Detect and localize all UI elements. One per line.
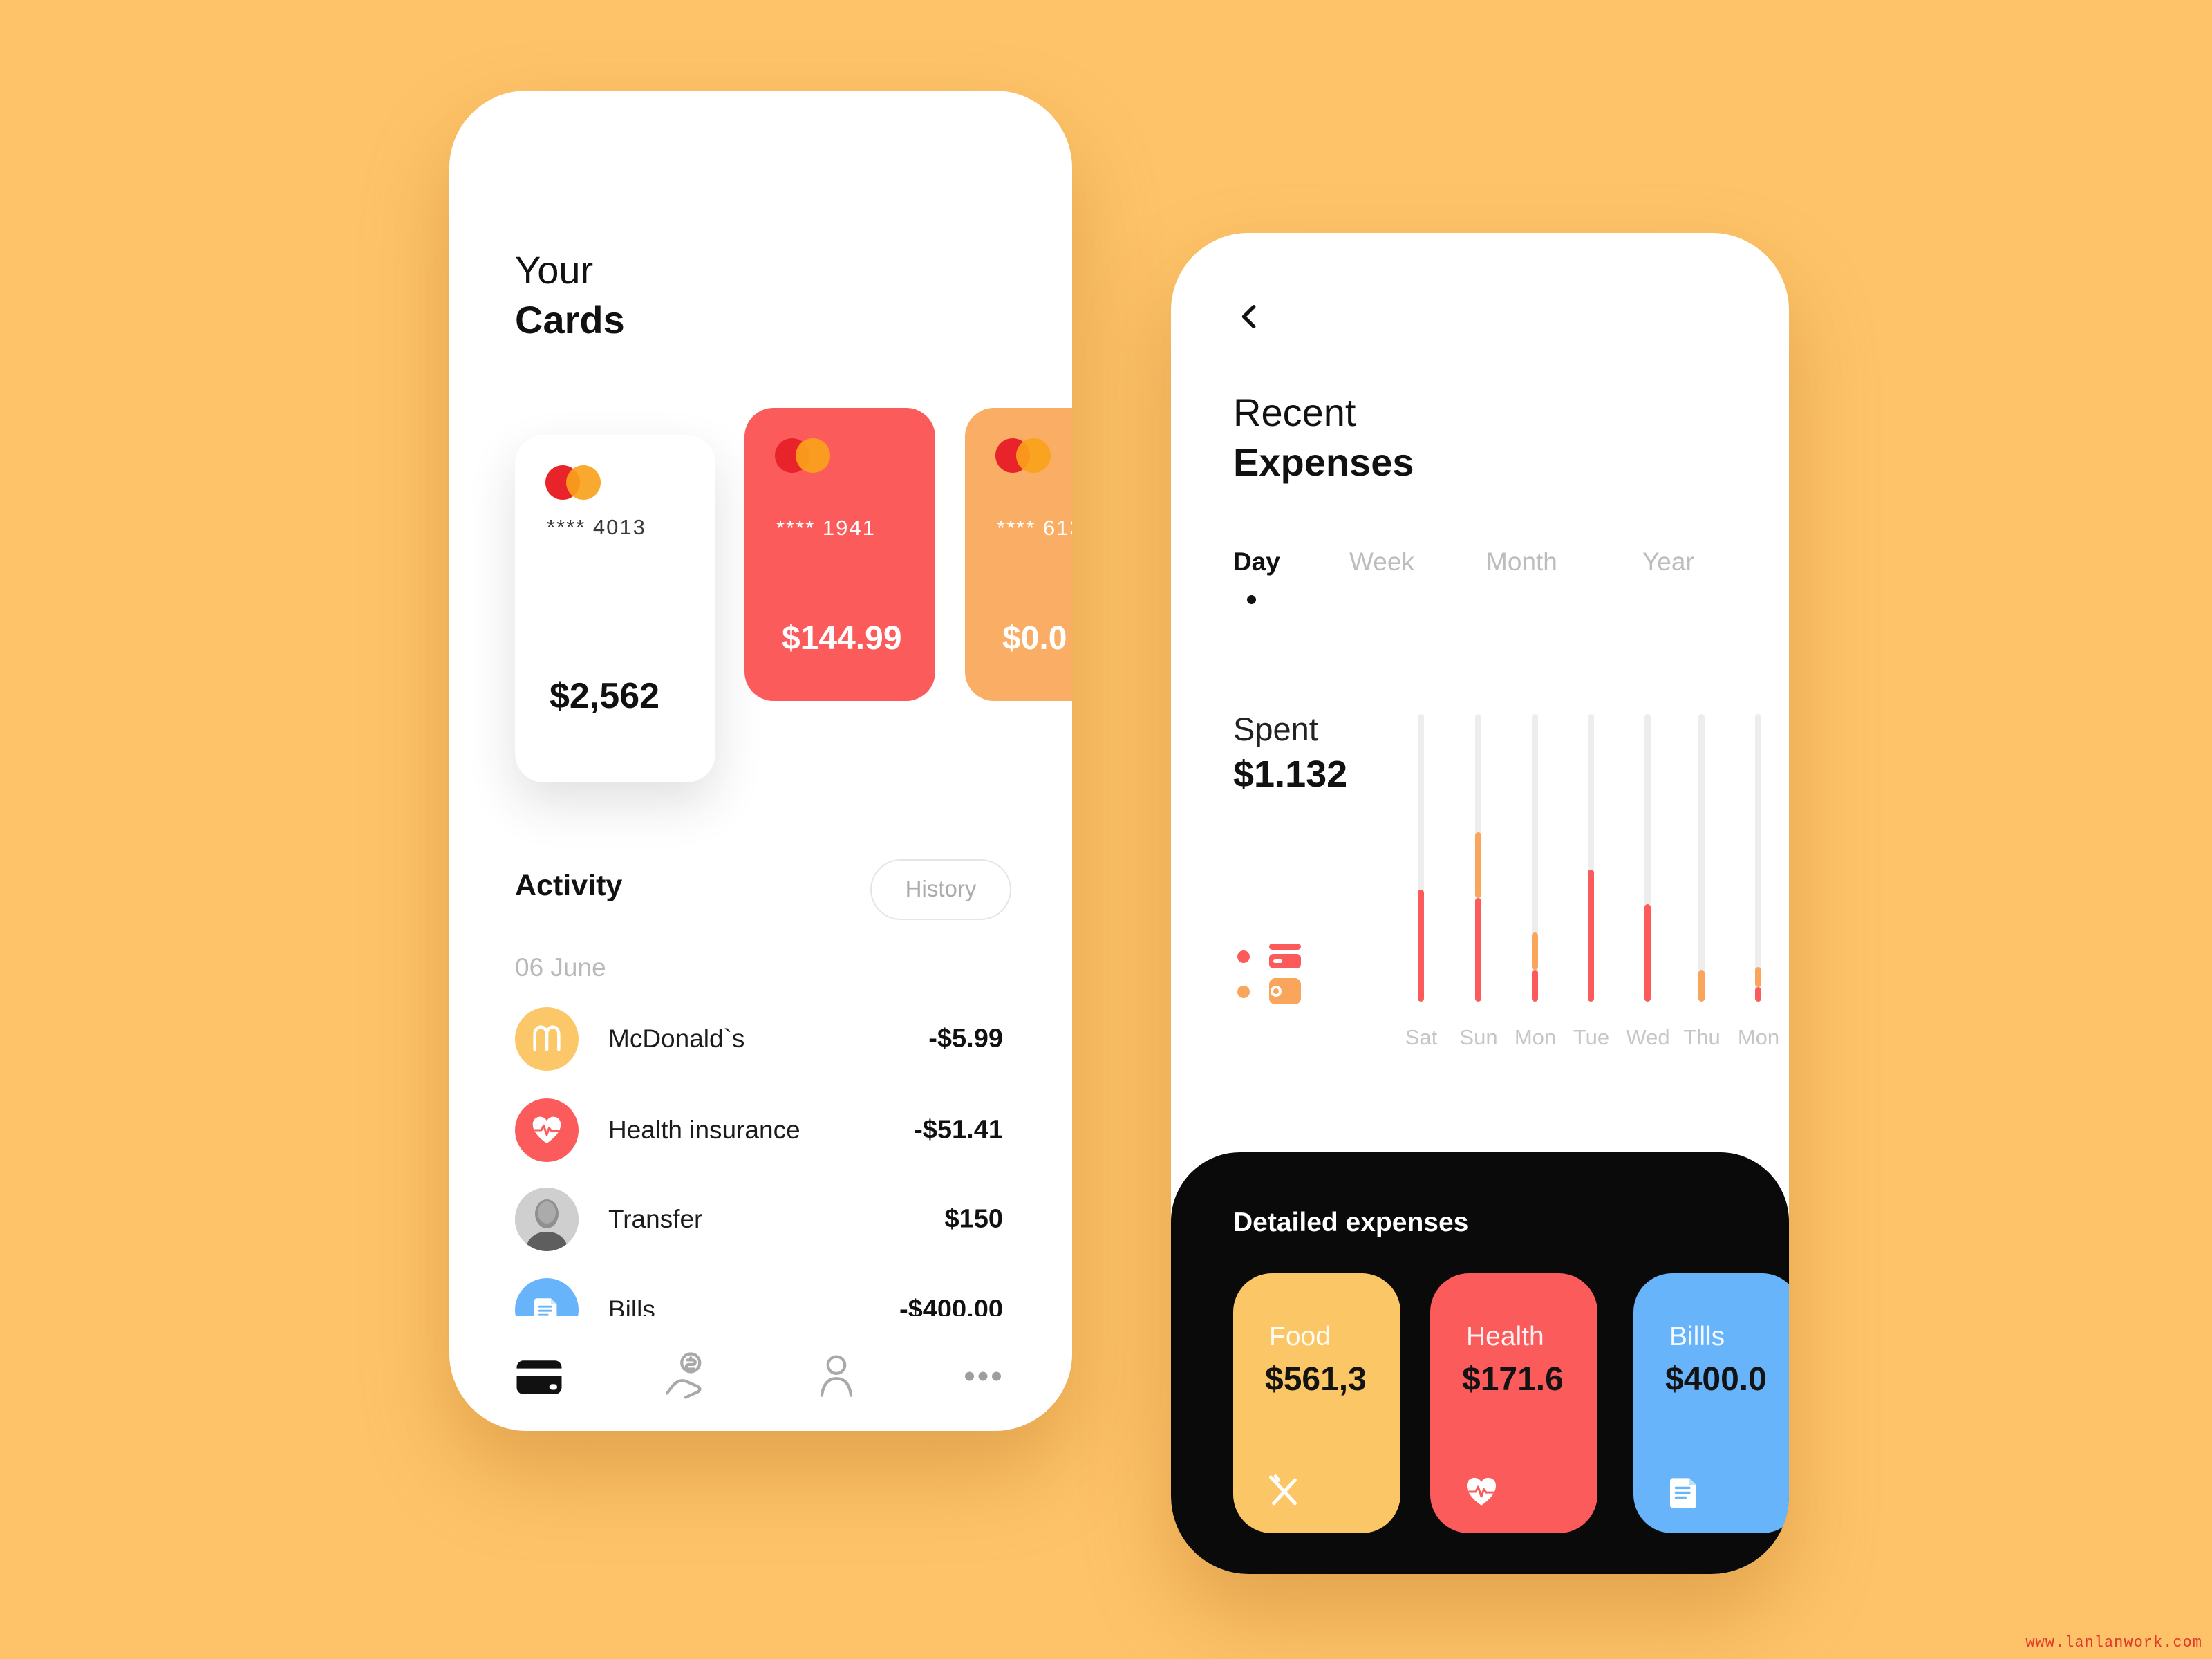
category-card-bills[interactable]: Billls $400.0: [1633, 1273, 1789, 1533]
card-balance: $2,562: [550, 676, 660, 716]
category-card-food[interactable]: Food $561,3: [1233, 1273, 1400, 1533]
credit-card-white[interactable]: **** 4013 $2,562: [515, 435, 715, 782]
bar-group: [1532, 714, 1538, 1002]
spent-value: $1.132: [1233, 753, 1348, 795]
tab-year[interactable]: Year: [1642, 547, 1694, 576]
x-tick-label: Sat: [1405, 1025, 1438, 1049]
category-label: Food: [1269, 1322, 1331, 1351]
transaction-amount: -$5.99: [928, 1024, 1003, 1053]
credit-card-icon: [1269, 944, 1301, 968]
credit-card-orange[interactable]: **** 613 $0.0: [965, 408, 1072, 701]
title-line-2: Expenses: [1233, 440, 1414, 484]
card-number: **** 1941: [776, 516, 876, 540]
chevron-left-icon[interactable]: [1235, 301, 1266, 332]
transaction-row[interactable]: McDonald`s -$5.99: [515, 1007, 1003, 1071]
category-amount: $561,3: [1265, 1361, 1367, 1398]
receipt-icon: [515, 1278, 579, 1316]
credit-card-red[interactable]: **** 1941 $144.99: [744, 408, 935, 701]
card-icon[interactable]: [512, 1349, 567, 1404]
bar-group: [1698, 714, 1705, 1002]
mastercard-icon: [995, 438, 1062, 473]
person-icon[interactable]: [809, 1349, 864, 1404]
activity-date: 06 June: [515, 953, 606, 982]
x-tick-label: Thu: [1683, 1025, 1721, 1049]
legend-dot-card: [1237, 950, 1250, 963]
x-tick-label: Wed: [1626, 1025, 1670, 1049]
transaction-row[interactable]: Transfer $150: [515, 1188, 1003, 1251]
mastercard-icon: [775, 438, 841, 473]
card-balance: $144.99: [782, 620, 902, 657]
more-icon[interactable]: [955, 1349, 1011, 1404]
activity-section-title: Activity: [515, 869, 623, 902]
legend-dot-wallet: [1237, 986, 1250, 998]
history-button[interactable]: History: [870, 859, 1011, 920]
card-balance: $0.0: [1002, 620, 1067, 657]
heart-pulse-icon: [515, 1098, 579, 1162]
category-label: Health: [1466, 1322, 1544, 1351]
x-tick-label: Tue: [1573, 1025, 1610, 1049]
card-number: **** 4013: [547, 515, 646, 539]
transaction-row[interactable]: Health insurance -$51.41: [515, 1098, 1003, 1162]
card-number: **** 613: [997, 516, 1072, 540]
heart-pulse-icon: [1462, 1472, 1501, 1511]
expenses-screen: Recent Expenses Day Week Month Year Spen…: [1171, 233, 1789, 1574]
x-tick-label: Sun: [1459, 1025, 1498, 1049]
transaction-list: McDonald`s -$5.99 Health insurance -$51.…: [449, 993, 1072, 1316]
cards-screen: Your Cards **** 4013 $2,562 **** 1941 $1…: [449, 91, 1072, 1431]
title-line-1: Your: [515, 248, 594, 292]
bar-group: [1755, 714, 1761, 1002]
mcdonalds-arches-icon: [515, 1007, 579, 1071]
transaction-amount: -$400.00: [899, 1295, 1003, 1317]
mastercard-icon: [545, 465, 612, 500]
transaction-name: McDonald`s: [608, 1024, 745, 1053]
category-amount: $400.0: [1665, 1361, 1767, 1398]
transaction-amount: -$51.41: [914, 1115, 1003, 1145]
title-line-2: Cards: [515, 298, 625, 341]
detailed-expenses-panel: Detailed expenses Food $561,3 Health $17…: [1171, 1152, 1789, 1574]
bar-group: [1644, 714, 1651, 1002]
category-card-health[interactable]: Health $171.6: [1430, 1273, 1597, 1533]
page-title: Recent Expenses: [1233, 388, 1414, 487]
transaction-name: Transfer: [608, 1205, 703, 1233]
bar-group: [1418, 714, 1424, 1002]
document-icon: [1665, 1472, 1704, 1511]
transaction-name: Health insurance: [608, 1116, 800, 1144]
category-label: Billls: [1669, 1322, 1725, 1351]
tab-week[interactable]: Week: [1349, 547, 1414, 576]
bar-group: [1588, 714, 1594, 1002]
title-line-1: Recent: [1233, 391, 1356, 434]
x-tick-label: Mon: [1514, 1025, 1557, 1049]
bottom-nav: [449, 1349, 1072, 1411]
detailed-expenses-title: Detailed expenses: [1233, 1208, 1469, 1237]
transaction-row[interactable]: Bills -$400.00: [515, 1278, 1003, 1316]
tab-month[interactable]: Month: [1486, 547, 1557, 576]
wallet-icon: [1269, 978, 1301, 1004]
transaction-name: Bills: [608, 1295, 655, 1316]
watermark: www.lanlanwork.com: [2025, 1634, 2202, 1651]
page-title: Your Cards: [515, 245, 625, 345]
person-photo-avatar: [515, 1188, 579, 1251]
cash-hand-icon[interactable]: [661, 1349, 716, 1404]
active-tab-dot: [1247, 595, 1256, 604]
category-amount: $171.6: [1462, 1361, 1564, 1398]
tab-day[interactable]: Day: [1233, 547, 1280, 576]
x-tick-label: Mon: [1737, 1025, 1780, 1049]
bar-group: [1475, 714, 1481, 1002]
transaction-amount: $150: [944, 1204, 1003, 1234]
utensils-icon: [1265, 1472, 1304, 1511]
spent-label: Spent: [1233, 711, 1318, 747]
